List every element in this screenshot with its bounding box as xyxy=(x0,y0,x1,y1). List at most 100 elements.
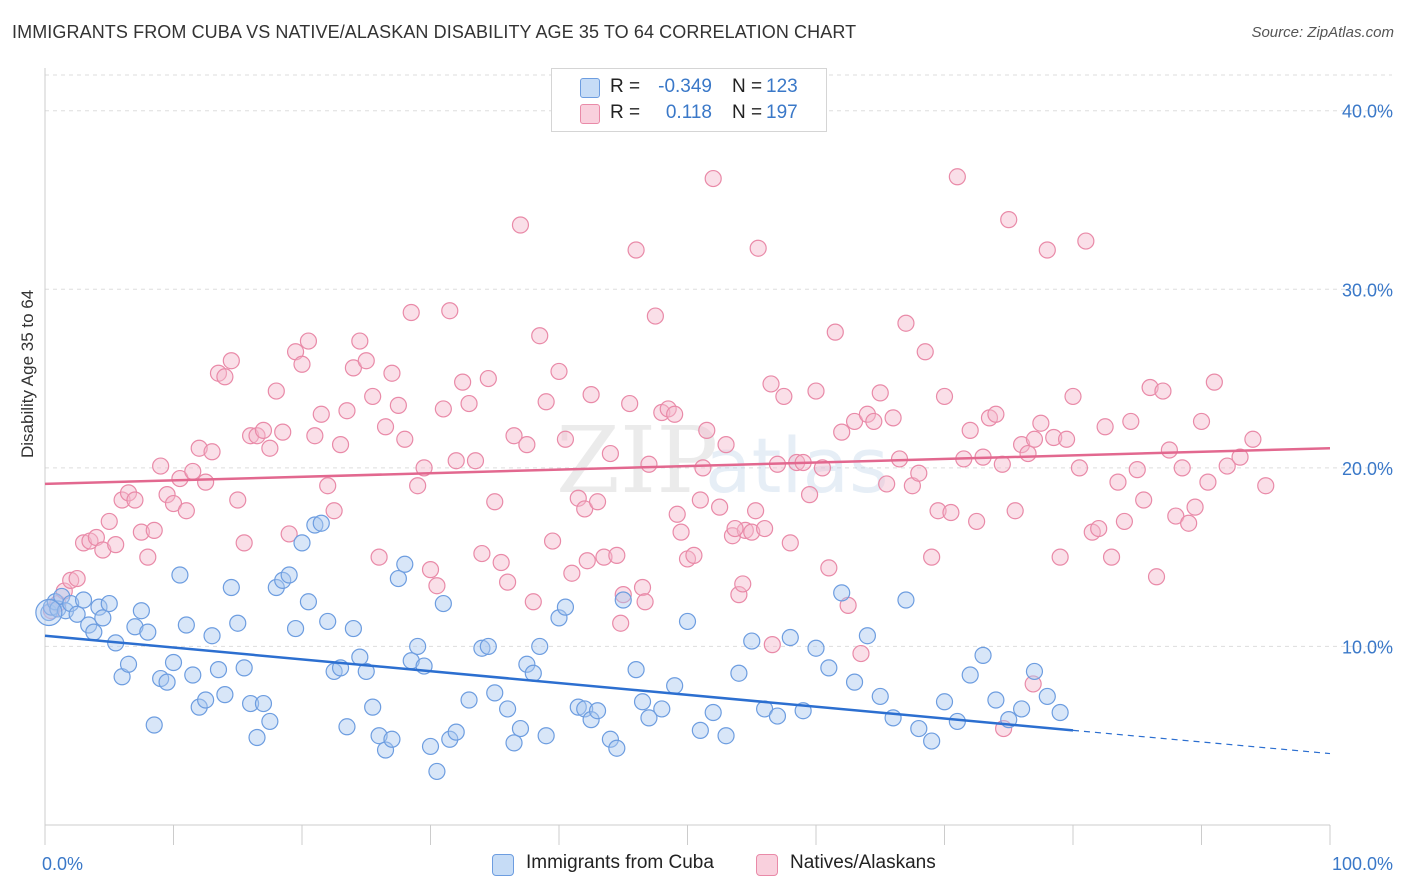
data-point xyxy=(235,534,253,552)
y-tick-label: 30.0% xyxy=(1342,280,1393,300)
data-point xyxy=(85,623,103,641)
data-point xyxy=(518,655,536,673)
gridlines xyxy=(45,74,1392,647)
data-point xyxy=(441,730,459,748)
data-point xyxy=(833,584,851,602)
data-point xyxy=(274,423,292,441)
legend-swatch-pink xyxy=(580,104,600,124)
series-immigrants-from-cuba xyxy=(35,514,1069,781)
data-point xyxy=(473,544,491,563)
data-point xyxy=(62,571,80,589)
data-point xyxy=(608,739,626,757)
data-point xyxy=(479,637,497,656)
data-point xyxy=(871,384,889,402)
data-point xyxy=(299,332,318,350)
trend-lines xyxy=(44,446,1331,755)
data-point xyxy=(524,593,542,611)
data-point xyxy=(968,512,986,531)
data-point xyxy=(139,623,157,641)
data-point xyxy=(113,491,131,509)
data-point xyxy=(1109,473,1127,491)
data-point xyxy=(216,686,234,704)
legend-r-value: 0.118 xyxy=(665,102,712,123)
data-point xyxy=(531,327,549,345)
data-point xyxy=(582,386,600,404)
x-tick-label: 100.0% xyxy=(1332,854,1393,874)
data-point xyxy=(460,691,478,709)
data-point xyxy=(409,637,427,656)
legend-n-value: 197 xyxy=(766,102,798,123)
data-point xyxy=(74,591,93,609)
data-point xyxy=(312,405,330,423)
data-point xyxy=(197,691,215,709)
data-point xyxy=(614,591,632,609)
data-point xyxy=(511,719,530,738)
data-point xyxy=(923,548,941,566)
data-point xyxy=(344,359,362,377)
data-point xyxy=(428,762,446,781)
data-point xyxy=(878,475,896,493)
data-point xyxy=(743,632,761,650)
data-point xyxy=(987,691,1005,709)
data-point xyxy=(94,609,112,627)
data-point xyxy=(389,396,407,414)
data-point xyxy=(145,521,163,539)
data-point xyxy=(460,394,478,413)
data-point xyxy=(1141,378,1159,397)
data-point xyxy=(550,362,568,381)
data-point xyxy=(158,673,176,691)
data-point xyxy=(164,494,183,513)
data-point xyxy=(935,693,954,711)
watermark-zip: ZIP xyxy=(556,407,718,514)
data-point xyxy=(492,553,510,572)
data-point xyxy=(299,593,318,611)
data-point xyxy=(486,493,504,511)
data-point xyxy=(409,477,427,495)
data-point xyxy=(434,594,452,613)
data-point xyxy=(691,721,709,739)
data-point xyxy=(376,418,395,436)
data-point xyxy=(383,364,401,382)
data-point xyxy=(421,561,440,579)
data-point xyxy=(486,684,504,702)
data-point xyxy=(74,534,93,552)
legend-n-value: 123 xyxy=(766,76,798,97)
data-point xyxy=(1186,498,1204,516)
data-point xyxy=(694,459,712,477)
data-point xyxy=(158,486,176,504)
data-point xyxy=(1167,507,1185,525)
data-point xyxy=(428,577,446,595)
data-point xyxy=(884,409,902,427)
source-credit: Source: ZipAtlas.com xyxy=(1251,24,1394,41)
data-point xyxy=(820,659,838,677)
data-point xyxy=(569,698,587,716)
data-point xyxy=(749,239,767,257)
data-point xyxy=(563,564,581,582)
data-point xyxy=(389,569,407,588)
data-point xyxy=(100,594,118,613)
data-point xyxy=(550,609,568,627)
data-point xyxy=(293,534,311,552)
data-point xyxy=(775,387,793,406)
data-point xyxy=(588,493,607,511)
data-point xyxy=(768,707,787,725)
data-point xyxy=(1205,373,1223,391)
data-point xyxy=(582,711,600,729)
data-point xyxy=(1199,473,1217,491)
data-point xyxy=(441,302,459,320)
axes xyxy=(44,68,1331,845)
data-point xyxy=(415,459,433,477)
data-point xyxy=(119,655,138,673)
data-point xyxy=(865,412,883,431)
data-point xyxy=(1154,382,1172,400)
data-point xyxy=(132,523,150,541)
data-point xyxy=(1244,430,1262,448)
y-axis-label: Disability Age 35 to 64 xyxy=(18,289,37,458)
data-point xyxy=(820,559,838,577)
data-point xyxy=(743,523,761,541)
data-point xyxy=(184,666,202,684)
data-point xyxy=(537,727,555,745)
data-point xyxy=(396,555,414,573)
correlation-legend: R = -0.349 N = 123 R = 0.118 N = 197 xyxy=(551,68,827,132)
data-point xyxy=(910,719,928,738)
